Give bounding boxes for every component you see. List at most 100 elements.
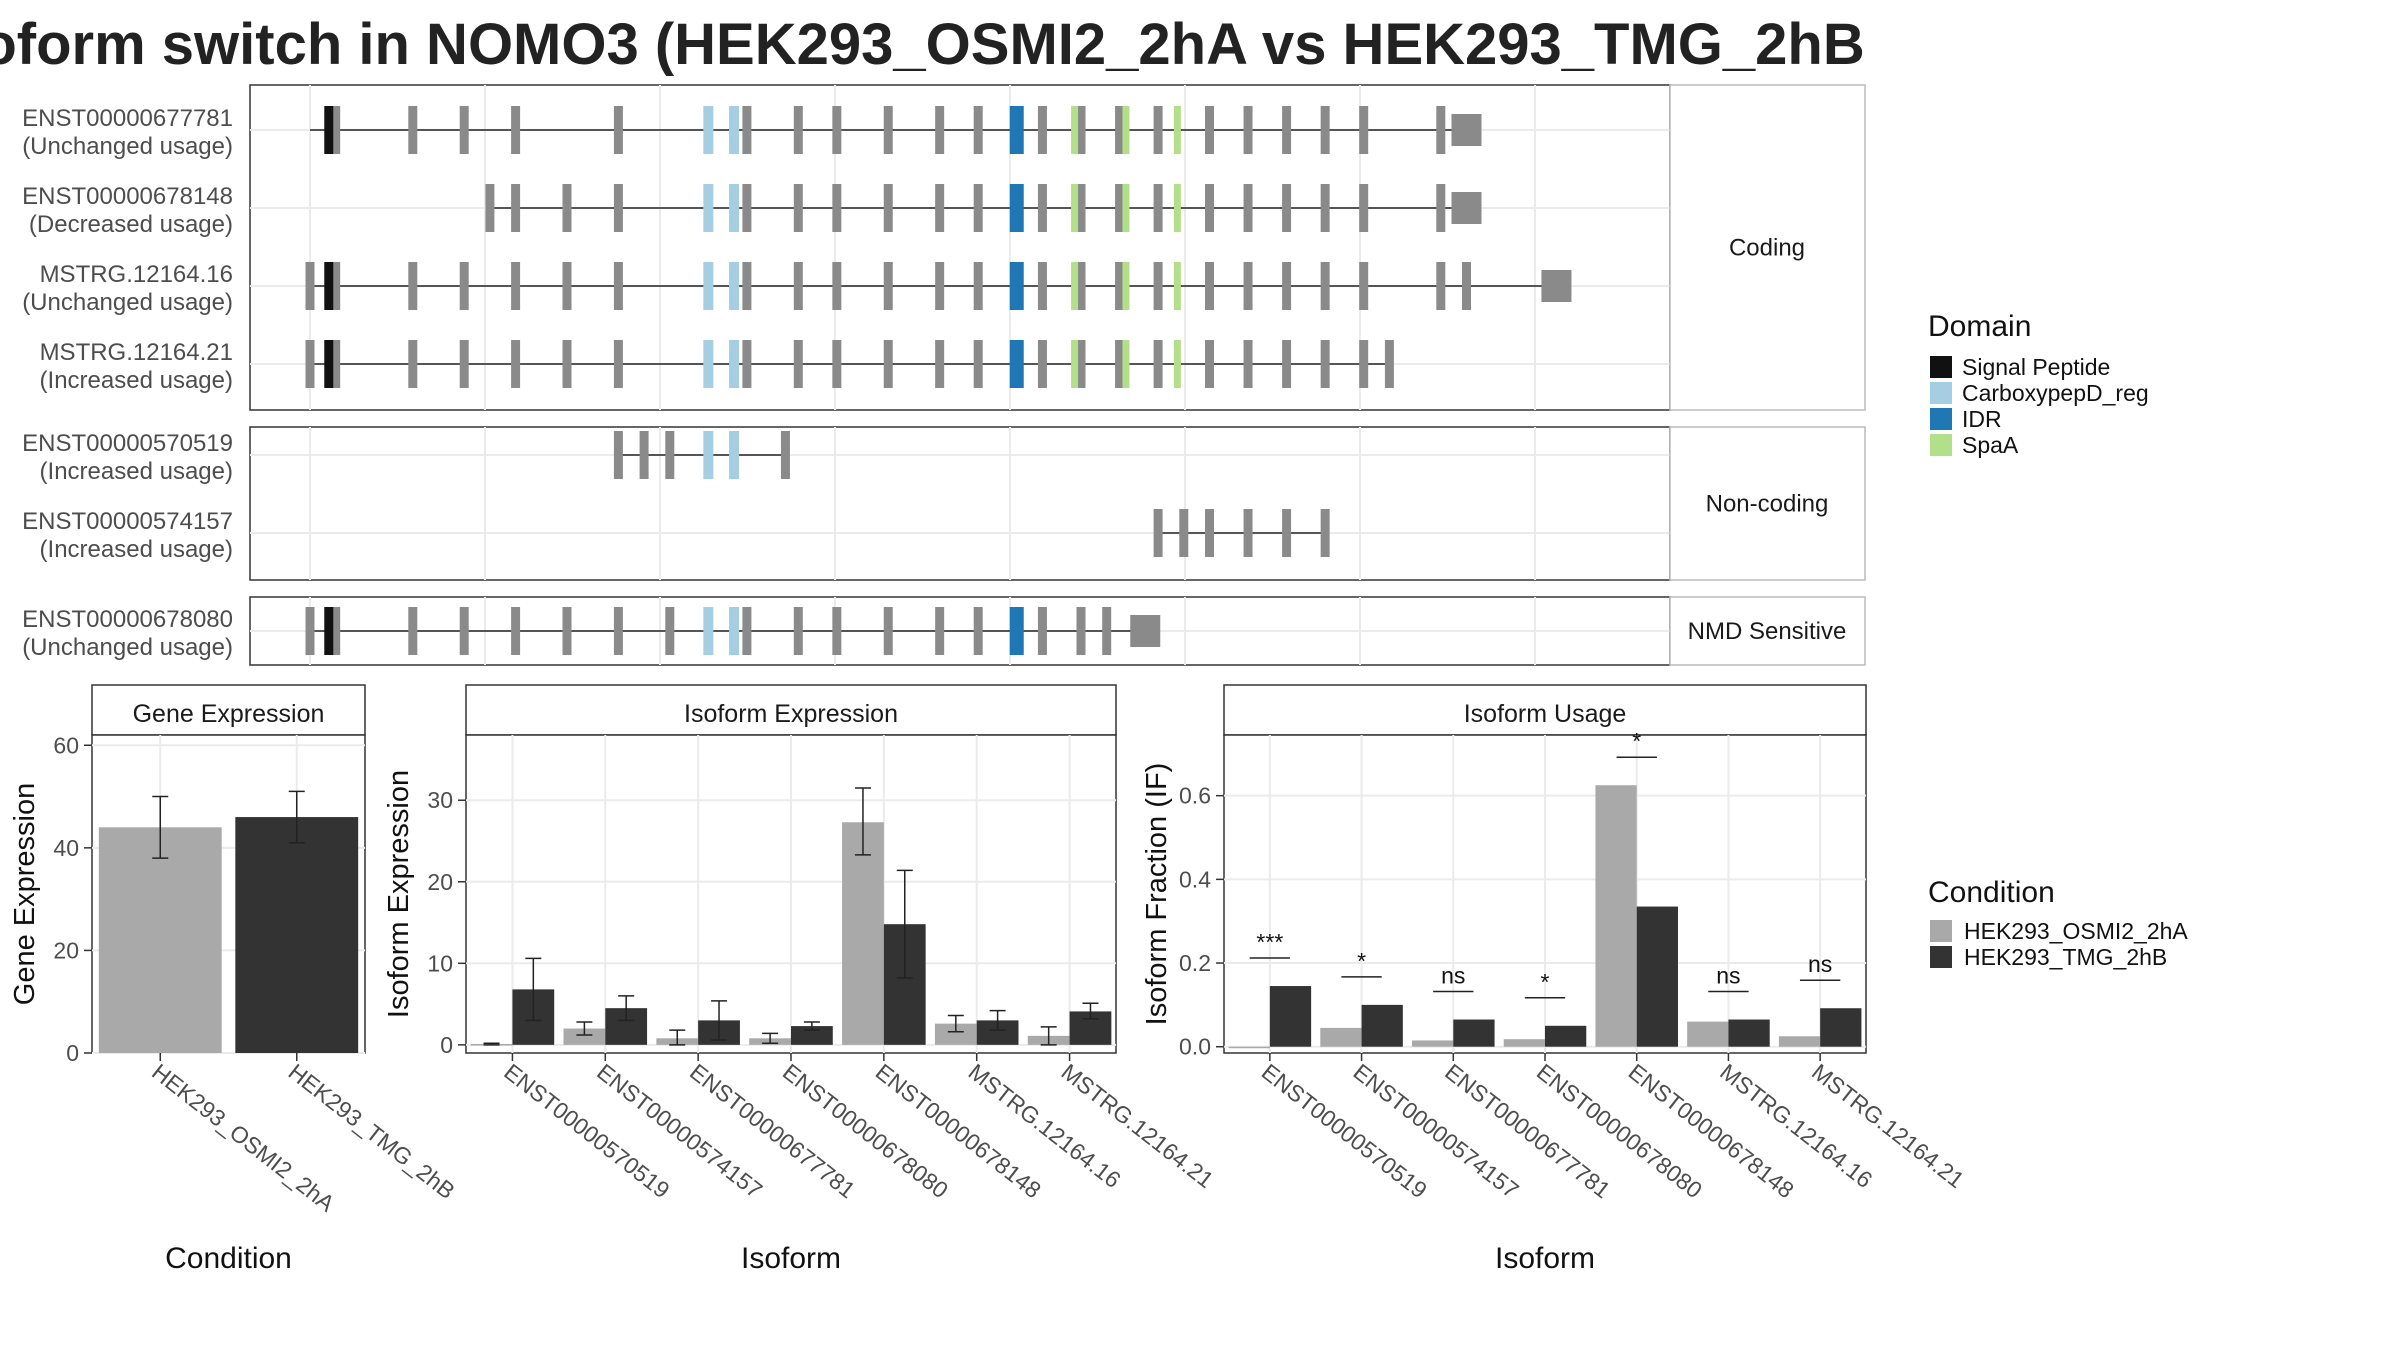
exon — [1384, 340, 1394, 388]
exon — [1462, 262, 1471, 310]
legend-label: HEK293_OSMI2_2hA — [1964, 918, 2188, 944]
isoform-track: ENST00000678080(Unchanged usage) — [22, 606, 1161, 661]
x-tick-label: ENST00000570519 — [499, 1058, 674, 1203]
exon — [883, 262, 893, 310]
structure-panel-frame — [249, 84, 1671, 411]
exon — [1282, 184, 1292, 232]
exon — [408, 340, 418, 388]
exon — [1205, 340, 1214, 388]
exon — [665, 607, 675, 655]
chart-1: Isoform Expression 0 10 20 30 Isoform Express… — [383, 684, 1219, 1275]
x-tick-label: MSTRG.12164.16 — [1715, 1058, 1877, 1193]
isoform-track: ENST00000678148(Decreased usage) — [22, 183, 1482, 238]
exon — [793, 106, 803, 154]
structure-panel-2: NMD Sensitive ENST00000678080(Unchanged u… — [22, 596, 1866, 666]
x-axis-label: Isoform — [741, 1242, 841, 1275]
bar — [1269, 986, 1312, 1047]
facet-label: Non-coding — [1706, 491, 1829, 518]
exon — [832, 607, 842, 655]
exon — [832, 262, 842, 310]
exon — [935, 184, 945, 232]
bar — [98, 827, 222, 1053]
exon — [1076, 340, 1086, 388]
legend-label: IDR — [1962, 406, 2002, 432]
exon — [562, 184, 572, 232]
domain-region — [1122, 262, 1130, 310]
y-tick-label: 0 — [66, 1040, 79, 1066]
exon — [459, 106, 469, 154]
exon — [1243, 340, 1253, 388]
domain-region — [703, 262, 714, 310]
exon — [1282, 340, 1292, 388]
exon — [459, 607, 469, 655]
exon — [935, 607, 945, 655]
isoform-id: ENST00000678148 — [22, 183, 233, 210]
exon — [1115, 106, 1125, 154]
domain-region — [729, 262, 740, 310]
isoform-usage: (Increased usage) — [40, 536, 233, 563]
domain-region — [729, 106, 740, 154]
exon — [742, 262, 752, 310]
exon — [562, 262, 572, 310]
signal-peptide-region — [324, 106, 334, 154]
isoform-track: MSTRG.12164.16(Unchanged usage) — [22, 261, 1572, 316]
exon — [1436, 184, 1446, 232]
exon — [1243, 106, 1253, 154]
exon — [1205, 262, 1214, 310]
y-axis-label: Isoform Fraction (IF) — [1141, 763, 1173, 1026]
exon — [742, 340, 752, 388]
exon — [1359, 340, 1369, 388]
exon — [331, 262, 341, 310]
y-tick-label: 60 — [53, 732, 79, 758]
exon — [511, 340, 521, 388]
exon — [1102, 607, 1112, 655]
exon — [973, 607, 983, 655]
y-tick-label: 20 — [427, 869, 453, 895]
exon — [613, 340, 623, 388]
exon — [1320, 184, 1330, 232]
exon — [1037, 340, 1047, 388]
exon — [780, 431, 790, 479]
x-tick-label: MSTRG.12164.21 — [1056, 1058, 1218, 1193]
domain-region — [729, 431, 740, 479]
bar — [1636, 906, 1678, 1047]
exon — [459, 340, 469, 388]
exon — [1076, 184, 1086, 232]
exon — [1359, 106, 1369, 154]
bar — [1595, 785, 1637, 1047]
bar — [934, 1023, 977, 1045]
facet-strip — [1669, 596, 1866, 666]
bar — [1778, 1036, 1821, 1047]
y-tick-label: 0.0 — [1179, 1034, 1211, 1060]
legend-swatch — [1930, 382, 1952, 404]
domain-legend-title: Domain — [1928, 310, 2031, 343]
page-title: Isoform switch in NOMO3 (HEK293_OSMI2_2h… — [0, 12, 1865, 77]
isoform-id: ENST00000570519 — [22, 430, 233, 457]
y-tick-label: 30 — [427, 787, 453, 813]
domain-region — [1071, 262, 1079, 310]
legend-swatch — [1930, 408, 1952, 430]
significance-label: * — [1357, 948, 1366, 974]
exon — [511, 184, 521, 232]
bar — [1728, 1019, 1770, 1047]
isoform-track: ENST00000570519(Increased usage) — [22, 430, 790, 485]
isoform-track: MSTRG.12164.21(Increased usage) — [40, 339, 1394, 394]
exon — [562, 340, 572, 388]
legend-swatch — [1930, 946, 1952, 968]
signal-peptide-region — [324, 607, 334, 655]
exon — [613, 184, 623, 232]
bar — [791, 1026, 833, 1045]
isoform-track: ENST00000574157(Increased usage) — [22, 508, 1330, 563]
exon — [331, 106, 341, 154]
exon — [1205, 106, 1214, 154]
domain-region — [729, 340, 740, 388]
chart-title: Gene Expression — [133, 700, 325, 728]
exon — [1243, 184, 1253, 232]
facet-strip — [1669, 84, 1866, 411]
exon — [1115, 184, 1125, 232]
bar — [1545, 1025, 1587, 1047]
chart-strip — [1223, 684, 1867, 736]
exon — [511, 607, 521, 655]
domain-region — [703, 340, 714, 388]
